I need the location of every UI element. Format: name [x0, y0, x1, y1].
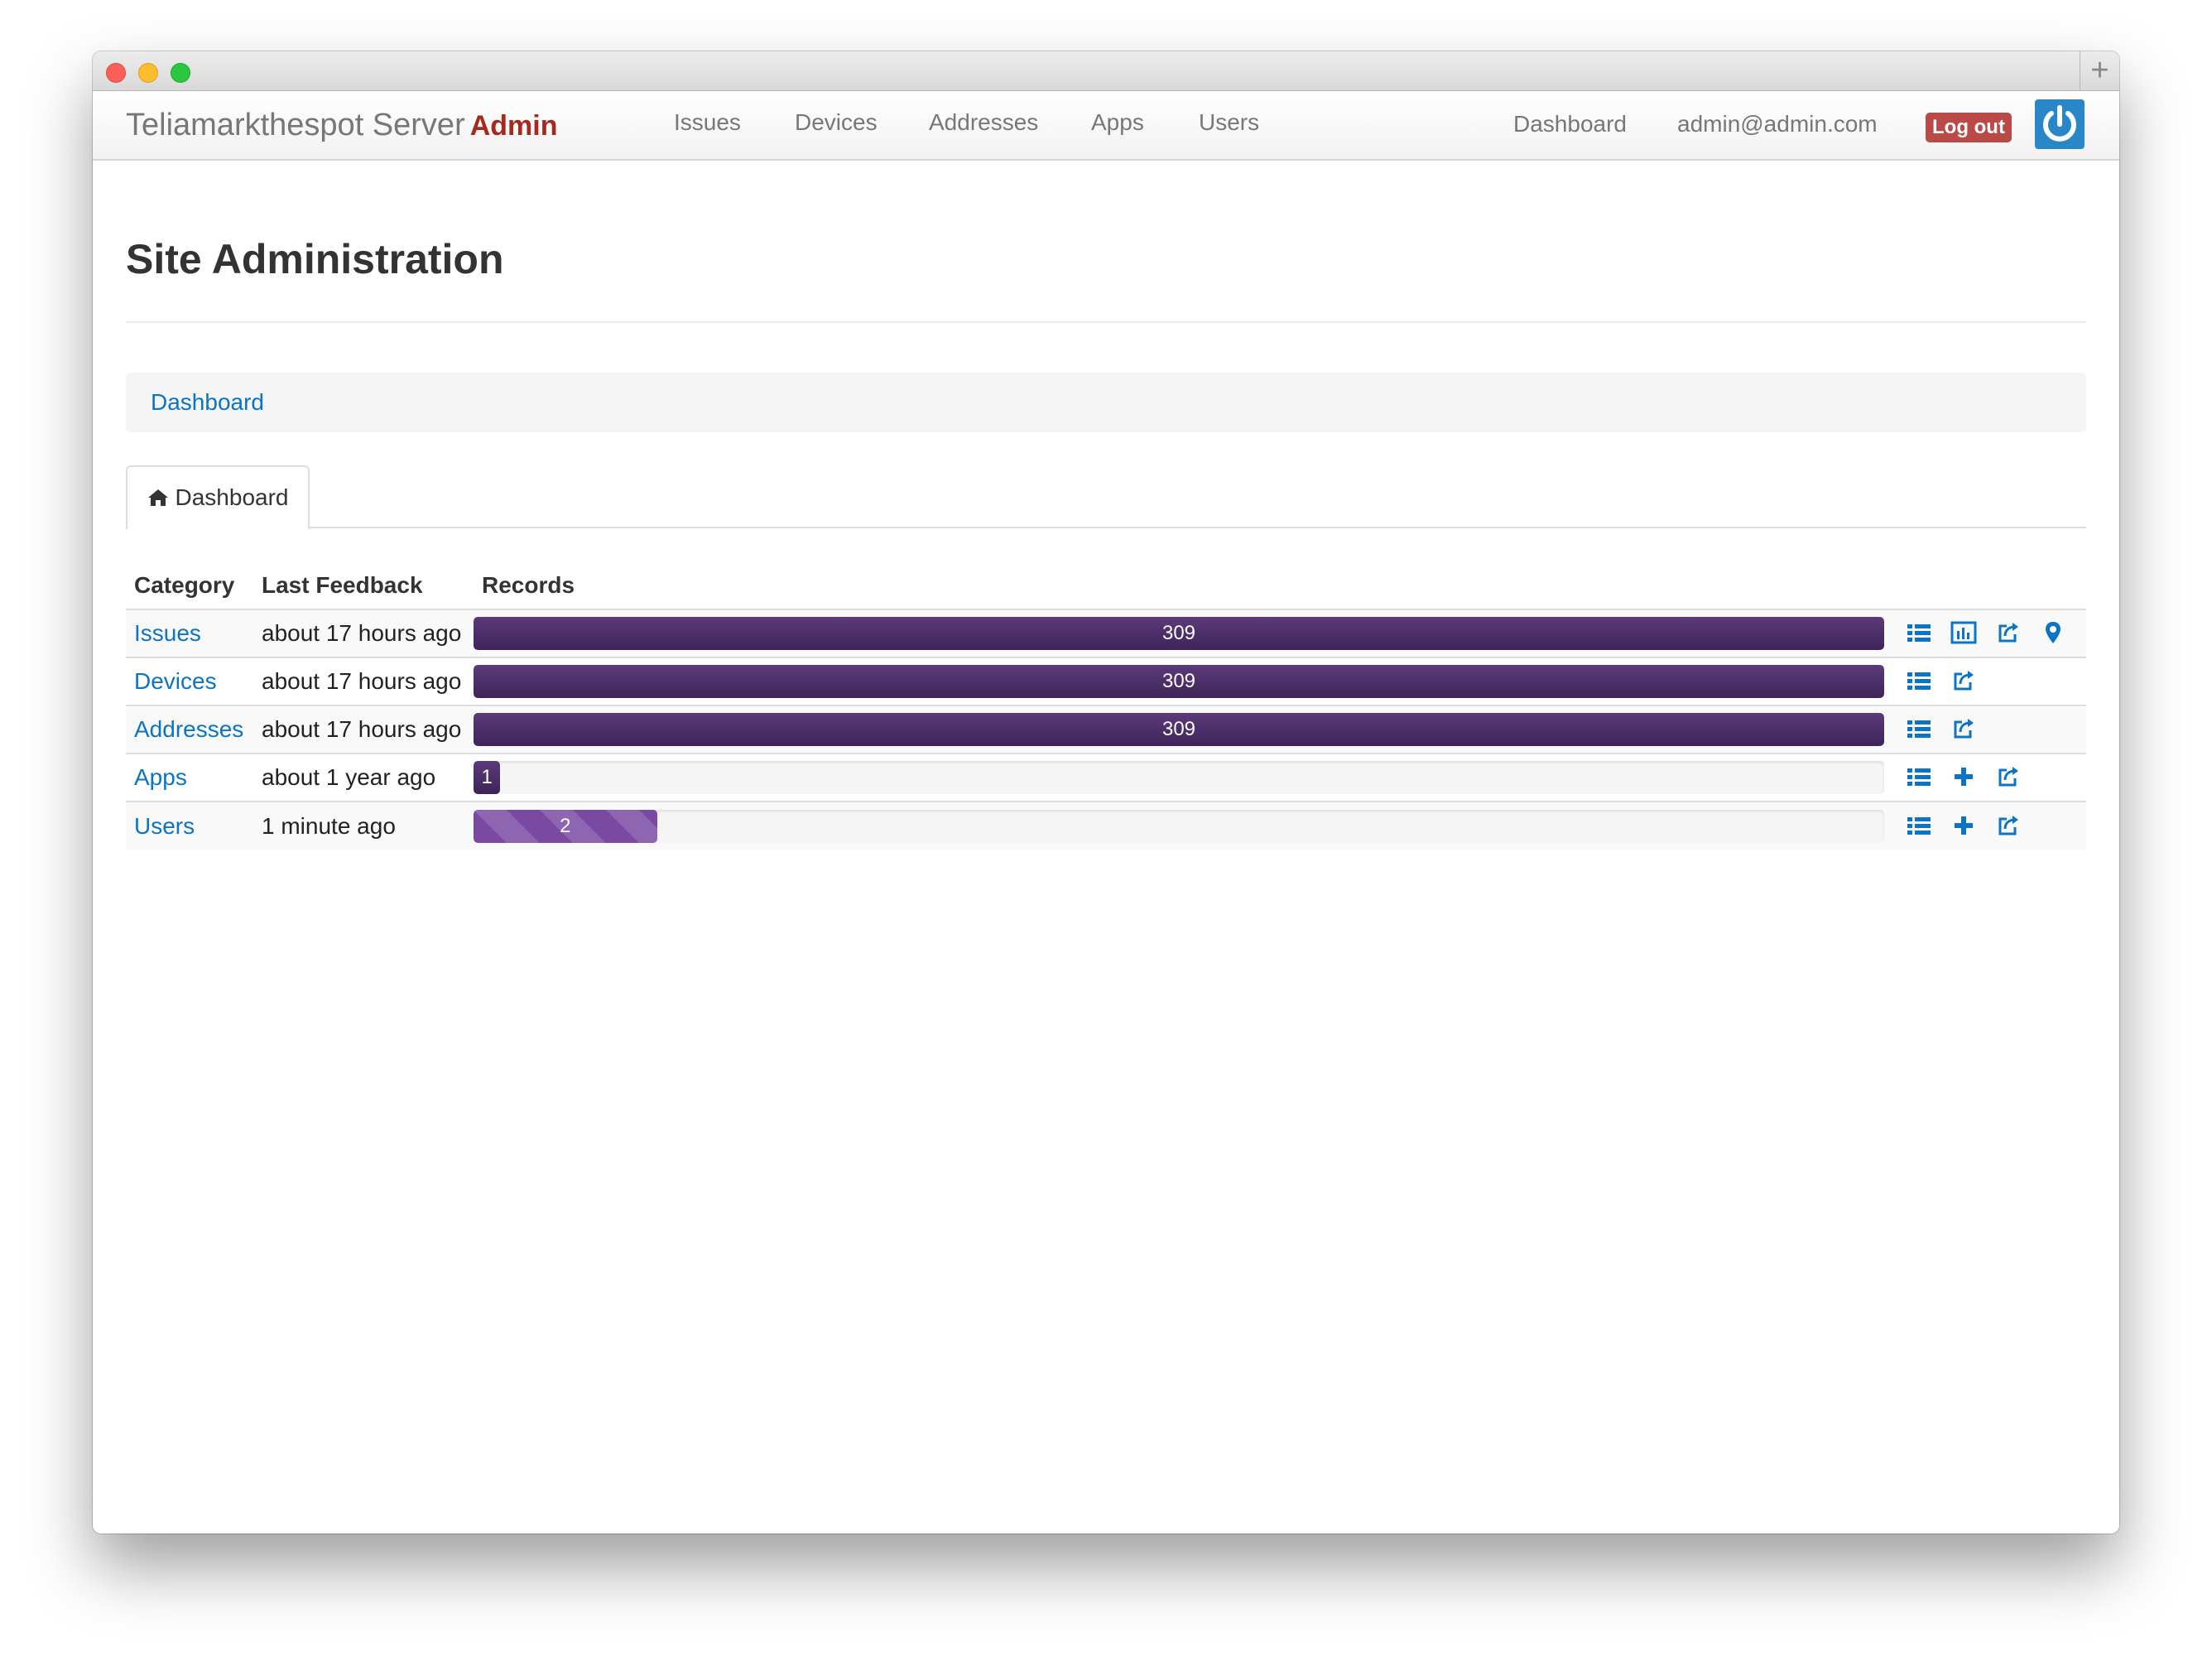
- column-header-last-feedback: Last Feedback: [262, 571, 423, 598]
- list-icon[interactable]: [1906, 812, 1950, 840]
- category-link[interactable]: Devices: [126, 657, 253, 705]
- brand-name: Teliamarkthespot Server: [126, 108, 465, 142]
- last-feedback-cell: 1 minute ago: [253, 801, 474, 850]
- power-button[interactable]: [2035, 99, 2085, 149]
- export-icon[interactable]: [1995, 619, 2040, 648]
- records-bar: 2: [474, 809, 657, 843]
- actions-cell: [1894, 705, 2086, 754]
- records-progress: 309: [474, 617, 1884, 650]
- tab-dashboard-label: Dashboard: [175, 484, 289, 510]
- breadcrumb-dashboard-link[interactable]: Dashboard: [151, 389, 264, 415]
- nav-link-users[interactable]: Users: [1199, 109, 1260, 135]
- records-bar: 309: [474, 665, 1884, 698]
- list-icon[interactable]: [1906, 667, 1950, 696]
- records-cell: 2: [474, 801, 1894, 850]
- records-cell: 309: [474, 657, 1894, 705]
- column-header-category: Category: [134, 571, 235, 598]
- records-bar: 309: [474, 617, 1884, 650]
- new-tab-button[interactable]: +: [2080, 51, 2119, 91]
- column-header-actions: [1894, 561, 2086, 609]
- last-feedback-cell: about 1 year ago: [253, 753, 474, 802]
- title-bar: +: [93, 51, 2119, 91]
- category-link[interactable]: Apps: [126, 753, 253, 802]
- home-icon: [147, 489, 168, 506]
- logout-button[interactable]: Log out: [1926, 113, 2012, 142]
- map-marker-icon[interactable]: [2040, 619, 2085, 648]
- user-email-link[interactable]: admin@admin.com: [1677, 111, 1878, 137]
- tab-bar: Dashboard: [126, 465, 2086, 530]
- browser-window: + Teliamarkthespot Server Admin Issues De…: [93, 51, 2119, 1534]
- category-link[interactable]: Addresses: [126, 705, 253, 754]
- last-feedback-cell: about 17 hours ago: [253, 609, 474, 657]
- table-row: Apps about 1 year ago 1: [126, 753, 2086, 802]
- nav-link-devices[interactable]: Devices: [795, 109, 878, 135]
- category-link[interactable]: Users: [126, 801, 253, 850]
- top-navbar: Teliamarkthespot Server Admin Issues Devi…: [93, 91, 2119, 161]
- records-bar: 309: [474, 713, 1884, 746]
- list-icon[interactable]: [1906, 763, 1950, 792]
- table-row: Issues about 17 hours ago 309: [126, 609, 2086, 657]
- main-content: Site Administration Dashboard Dashboard …: [126, 161, 2086, 850]
- export-icon[interactable]: [1950, 715, 1995, 744]
- table-row: Addresses about 17 hours ago 309: [126, 705, 2086, 754]
- records-cell: 309: [474, 705, 1894, 754]
- nav-link-dashboard[interactable]: Dashboard: [1513, 111, 1627, 137]
- records-progress: 2: [474, 809, 1884, 843]
- page-title: Site Administration: [126, 236, 504, 282]
- nav-link-issues[interactable]: Issues: [674, 109, 741, 135]
- brand[interactable]: Teliamarkthespot Server Admin: [126, 108, 558, 143]
- records-cell: 309: [474, 609, 1894, 657]
- column-header-records: Records: [482, 571, 575, 598]
- last-feedback-cell: about 17 hours ago: [253, 657, 474, 705]
- records-progress: 309: [474, 665, 1884, 698]
- category-link[interactable]: Issues: [126, 609, 253, 657]
- table-row: Devices about 17 hours ago 309: [126, 657, 2086, 705]
- export-icon[interactable]: [1995, 763, 2040, 792]
- maximize-window-button[interactable]: [171, 63, 190, 83]
- actions-cell: [1894, 657, 2086, 705]
- nav-link-addresses[interactable]: Addresses: [929, 109, 1039, 135]
- plus-icon[interactable]: [1950, 812, 1995, 840]
- list-icon[interactable]: [1906, 715, 1950, 744]
- breadcrumb: Dashboard: [126, 373, 2086, 432]
- export-icon[interactable]: [1950, 667, 1995, 696]
- records-cell: 1: [474, 753, 1894, 802]
- dashboard-table: Category Last Feedback Records Issues abo…: [126, 561, 2086, 850]
- plus-icon[interactable]: [1950, 763, 1995, 792]
- chart-icon[interactable]: [1950, 619, 1995, 648]
- actions-cell: [1894, 609, 2086, 657]
- records-bar: 1: [474, 761, 501, 794]
- actions-cell: [1894, 753, 2086, 802]
- brand-admin-label: Admin: [469, 110, 558, 142]
- table-row: Users 1 minute ago 2: [126, 801, 2086, 850]
- tab-dashboard[interactable]: Dashboard: [126, 465, 310, 530]
- page-header: Site Administration: [126, 235, 2086, 323]
- table-body: Issues about 17 hours ago 309 Devices about …: [126, 609, 2086, 850]
- export-icon[interactable]: [1995, 812, 2040, 840]
- actions-cell: [1894, 801, 2086, 850]
- table-header-row: Category Last Feedback Records: [126, 561, 2086, 609]
- list-icon[interactable]: [1906, 619, 1950, 648]
- records-progress: 309: [474, 713, 1884, 746]
- records-progress: 1: [474, 761, 1884, 794]
- last-feedback-cell: about 17 hours ago: [253, 705, 474, 754]
- power-icon: [2043, 105, 2076, 142]
- minimize-window-button[interactable]: [138, 63, 158, 83]
- nav-link-apps[interactable]: Apps: [1091, 109, 1144, 135]
- close-window-button[interactable]: [106, 63, 126, 83]
